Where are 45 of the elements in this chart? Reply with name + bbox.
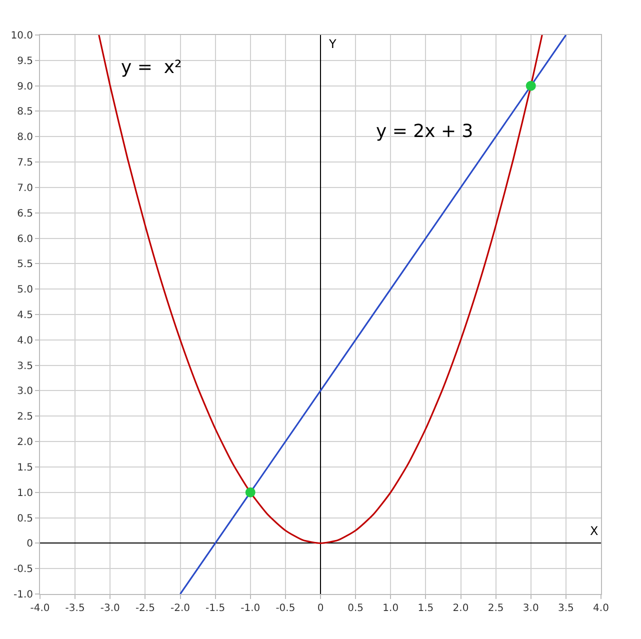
y-tick-label: 4.0 bbox=[17, 335, 33, 346]
x-tick-label: 2.0 bbox=[452, 603, 469, 614]
x-tick-label: 1.0 bbox=[382, 603, 399, 614]
y-tick-label: 10.0 bbox=[10, 30, 33, 42]
y-tick-label: -1.0 bbox=[13, 590, 33, 600]
y-tick-label: 6.5 bbox=[17, 208, 33, 220]
y-tick-label: 2.5 bbox=[17, 412, 33, 423]
y-tick-label: 9.0 bbox=[17, 81, 33, 92]
y-tick-label: 8.5 bbox=[17, 106, 33, 118]
x-tick-label: 3.5 bbox=[558, 603, 574, 614]
x-tick-label: 1.5 bbox=[418, 603, 434, 614]
y-axis-title: Y bbox=[328, 37, 337, 51]
x-tick-label: -1.0 bbox=[240, 603, 260, 614]
y-tick-label: 8.0 bbox=[17, 132, 33, 144]
x-tick-label: -1.5 bbox=[206, 603, 226, 614]
y-tick-label: 1.5 bbox=[17, 462, 33, 474]
line-series bbox=[98, 35, 543, 544]
x-tick-label: -2.5 bbox=[135, 603, 155, 614]
x-tick-label: -3.0 bbox=[100, 603, 120, 614]
x-tick-label: -2.0 bbox=[170, 603, 190, 614]
annotation: y = x² bbox=[121, 57, 182, 78]
y-tick-label: 7.5 bbox=[17, 158, 33, 169]
y-tick-label: -0.5 bbox=[13, 564, 33, 576]
y-tick-label: 2.0 bbox=[17, 437, 33, 448]
x-tick-label: -0.5 bbox=[276, 603, 296, 614]
x-tick-label: 3.0 bbox=[522, 603, 539, 614]
y-tick-label: 6.0 bbox=[17, 234, 33, 245]
x-axis-title: X bbox=[590, 524, 598, 538]
y-tick-label: 4.5 bbox=[17, 310, 33, 321]
annotation: y = 2x + 3 bbox=[376, 121, 474, 142]
x-tick-label: -3.5 bbox=[65, 603, 85, 614]
x-tick-label: 2.5 bbox=[488, 603, 504, 614]
y-tick-label: 9.5 bbox=[17, 56, 33, 67]
x-tick-label: 0 bbox=[317, 603, 324, 614]
y-tick-label: 0.5 bbox=[17, 513, 33, 524]
y-tick-label: 7.0 bbox=[17, 182, 33, 194]
y-tick-label: 5.0 bbox=[17, 284, 33, 296]
y-tick-label: 0 bbox=[26, 538, 33, 550]
y-tick-label: 5.5 bbox=[17, 259, 33, 270]
x-tick-label: 0.5 bbox=[348, 603, 364, 614]
x-tick-label: -4.0 bbox=[30, 603, 50, 614]
x-tick-label: 4.0 bbox=[593, 603, 609, 614]
y-tick-label: 3.0 bbox=[17, 386, 33, 398]
y-tick-label: 3.5 bbox=[17, 360, 33, 372]
y-tick-label: 1.0 bbox=[17, 488, 33, 499]
